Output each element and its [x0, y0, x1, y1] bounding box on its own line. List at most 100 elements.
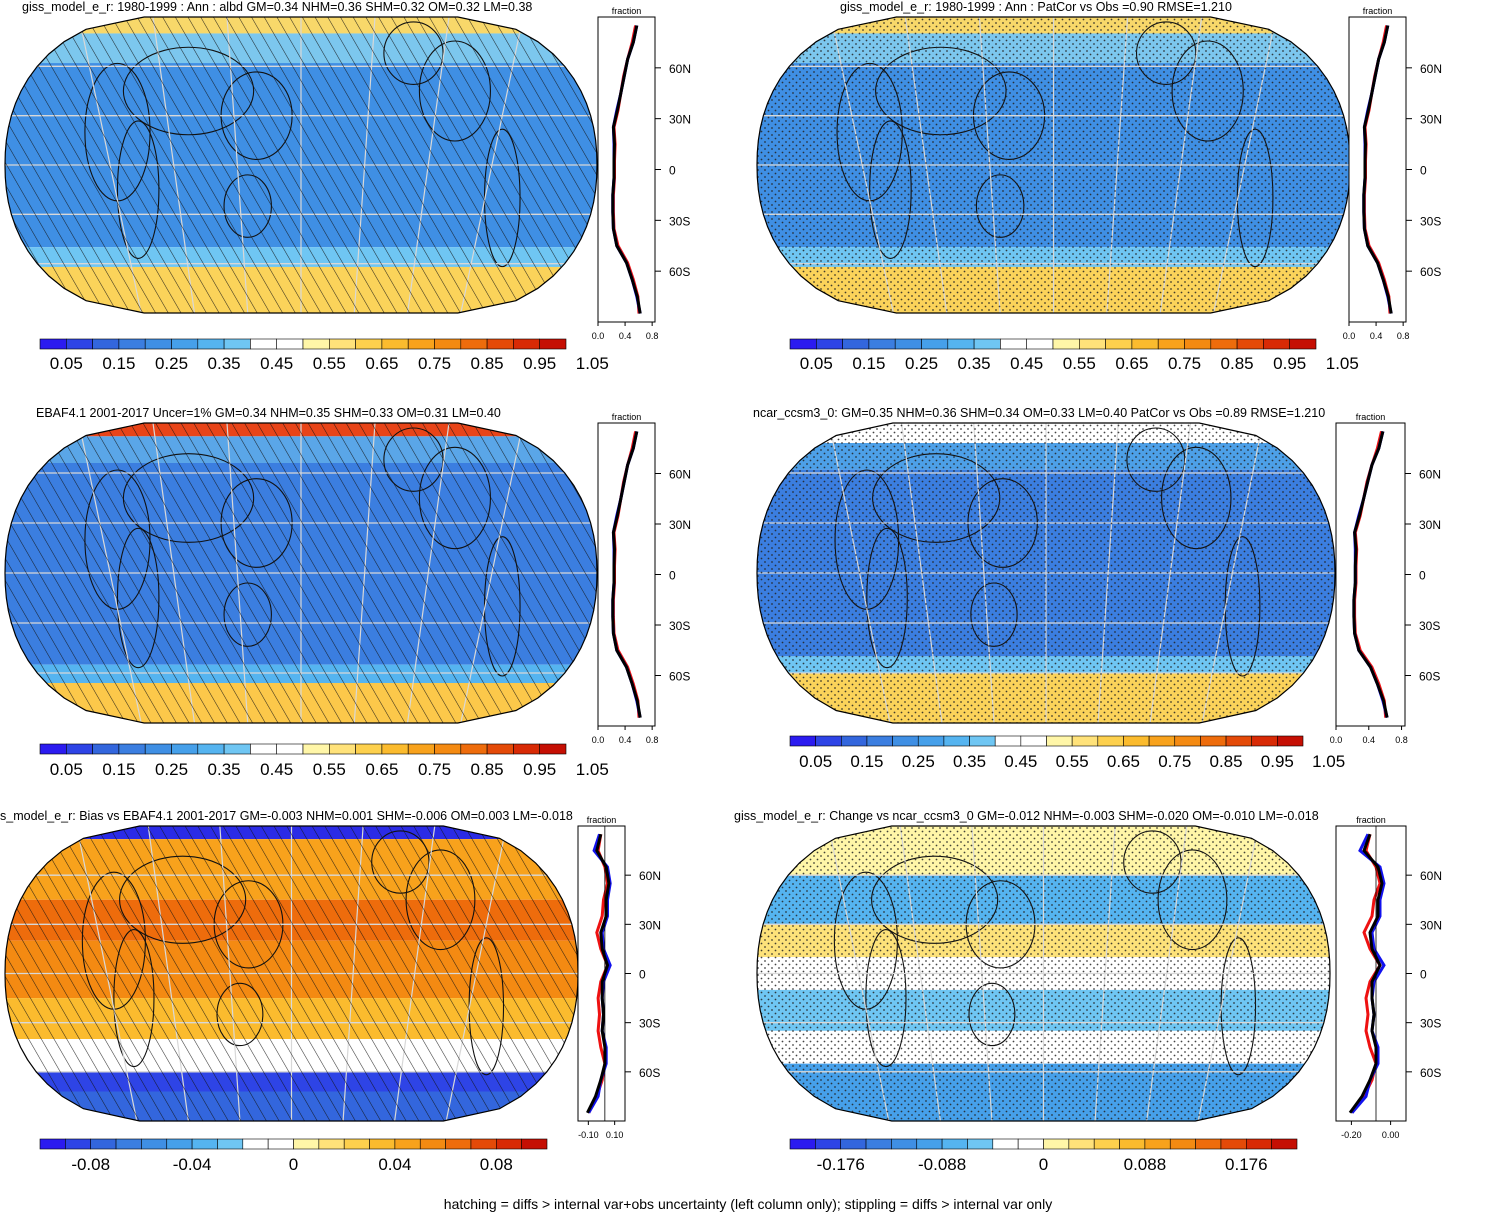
- colorbar-swatch: [892, 735, 919, 747]
- profile-tick-label: 0.0: [1343, 331, 1356, 341]
- colorbar-swatch: [1052, 338, 1080, 350]
- colorbar-swatch: [921, 338, 949, 350]
- colorbar-swatch: [1123, 735, 1150, 747]
- colorbar-tick-label: 0.088: [1124, 1155, 1167, 1174]
- colorbar-swatch: [513, 743, 541, 755]
- colorbar-swatch: [894, 338, 922, 350]
- colorbar-swatch: [144, 743, 172, 755]
- colorbar-swatch: [118, 743, 146, 755]
- colorbar-tick-label: -0.176: [817, 1155, 865, 1174]
- zonal-profile: fraction 60N 30N 0 30S 60S 0.0 0.4 0.8: [1343, 6, 1442, 341]
- lat-tick-label: 0: [669, 569, 676, 583]
- colorbar-swatch: [223, 743, 251, 755]
- stipple-overlay: [757, 826, 1330, 1121]
- colorbar-tick-label: 0.25: [155, 354, 188, 373]
- colorbar-swatch: [1225, 735, 1253, 747]
- profile-unit: fraction: [612, 6, 642, 16]
- colorbar-swatch: [1277, 735, 1304, 747]
- profile-tick-label: -0.10: [578, 1130, 599, 1140]
- colorbar-tick-label: 0.85: [1221, 354, 1254, 373]
- colorbar-tick-label: 0.35: [953, 752, 986, 771]
- profile-series-3: [611, 25, 642, 314]
- colorbar-swatch: [815, 338, 843, 350]
- map-field: [5, 826, 578, 1121]
- colorbar-swatch: [1020, 735, 1047, 747]
- panel-title: s_model_e_r: Bias vs EBAF4.1 2001-2017 G…: [0, 809, 573, 823]
- colorbar-swatch: [495, 1138, 522, 1150]
- colorbar-tick-label: 0.05: [50, 760, 83, 779]
- map-outline: [756, 422, 1336, 724]
- colorbar-swatch: [842, 338, 870, 350]
- lat-tick-label: 30S: [1420, 1017, 1441, 1031]
- colorbar-swatch: [789, 735, 816, 747]
- colorbar-swatch: [144, 338, 172, 350]
- profile-unit: fraction: [1363, 6, 1393, 16]
- lat-tick-label: 30N: [1419, 518, 1441, 532]
- map-field: [5, 423, 597, 723]
- colorbar-tick-label: 0.55: [313, 760, 346, 779]
- profile-tick-label: 0.4: [1370, 331, 1383, 341]
- colorbar-tick-label: 0.176: [1225, 1155, 1268, 1174]
- colorbar-swatch: [65, 1138, 91, 1150]
- colorbar-swatch: [539, 338, 567, 350]
- colorbar-swatch: [973, 338, 1001, 350]
- colorbar-tick-label: 0.04: [378, 1155, 411, 1174]
- colorbar-swatch: [1236, 338, 1264, 350]
- colorbar-swatch: [1148, 735, 1176, 747]
- colorbar-tick-label: 0.65: [365, 354, 398, 373]
- colorbar-swatch: [242, 1138, 269, 1150]
- profile-tick-label: 0.8: [646, 735, 659, 745]
- colorbar-swatch: [486, 743, 514, 755]
- colorbar-swatch: [486, 338, 514, 350]
- colorbar-swatch: [1144, 1138, 1171, 1150]
- colorbar: -0.08 -0.04 0 0.04 0.08: [39, 1138, 548, 1174]
- colorbar-swatch: [1210, 338, 1238, 350]
- colorbar-swatch: [941, 1138, 968, 1150]
- colorbar-tick-label: 0.15: [102, 760, 135, 779]
- colorbar-swatch: [992, 1138, 1019, 1150]
- colorbar-tick-label: 0.65: [365, 760, 398, 779]
- colorbar-swatch: [267, 1138, 294, 1150]
- profile-tick-label: 0.0: [592, 735, 605, 745]
- colorbar-swatch: [328, 743, 356, 755]
- colorbar-swatch: [994, 735, 1022, 747]
- lat-tick-label: 60S: [1419, 670, 1440, 684]
- colorbar-tick-label: 0.95: [523, 760, 556, 779]
- colorbar-swatch: [39, 338, 67, 350]
- lat-tick-label: 60S: [669, 670, 690, 684]
- panel-6: giss_model_e_r: Change vs ncar_ccsm3_0 G…: [734, 809, 1442, 1174]
- colorbar-tick-label: 0.25: [902, 752, 935, 771]
- colorbar-tick-label: 0.35: [958, 354, 991, 373]
- colorbar-tick-label: -0.04: [173, 1155, 212, 1174]
- colorbar-tick-label: 0: [289, 1155, 298, 1174]
- colorbar-swatch: [445, 1138, 472, 1150]
- colorbar-swatch: [407, 338, 435, 350]
- colorbar-tick-label: 0.25: [905, 354, 938, 373]
- colorbar-swatch: [1097, 735, 1124, 747]
- colorbar-swatch: [66, 743, 93, 755]
- colorbar-swatch: [1184, 338, 1212, 350]
- colorbar-swatch: [1079, 338, 1106, 350]
- colorbar-tick-label: 0.95: [1261, 752, 1294, 771]
- panel-5: s_model_e_r: Bias vs EBAF4.1 2001-2017 G…: [0, 809, 661, 1174]
- profile-unit: fraction: [587, 815, 617, 825]
- colorbar-tick-label: 0.15: [852, 354, 885, 373]
- stipple-overlay: [757, 423, 1335, 723]
- colorbar-swatch: [460, 338, 488, 350]
- zonal-profile: fraction 60N 30N 0 30S 60S -0.10 0.10: [577, 815, 661, 1140]
- colorbar-swatch: [92, 338, 120, 350]
- profile-tick-label: 0.4: [619, 331, 632, 341]
- colorbar-swatch: [118, 338, 146, 350]
- colorbar-tick-label: 0.08: [480, 1155, 513, 1174]
- lat-tick-label: 30N: [669, 113, 691, 127]
- panel-title: giss_model_e_r: 1980-1999 : Ann : PatCor…: [840, 0, 1232, 14]
- colorbar-swatch: [1220, 1138, 1247, 1150]
- lat-tick-label: 60S: [639, 1066, 660, 1080]
- colorbar-tick-label: 0.55: [1063, 354, 1096, 373]
- lat-tick-label: 30N: [669, 518, 691, 532]
- zonal-profile: fraction 60N 30N 0 30S 60S 0.0 0.4 0.8: [592, 412, 691, 745]
- colorbar-swatch: [891, 1138, 918, 1150]
- map-outline: [4, 422, 598, 724]
- panel-title: giss_model_e_r: Change vs ncar_ccsm3_0 G…: [734, 809, 1319, 823]
